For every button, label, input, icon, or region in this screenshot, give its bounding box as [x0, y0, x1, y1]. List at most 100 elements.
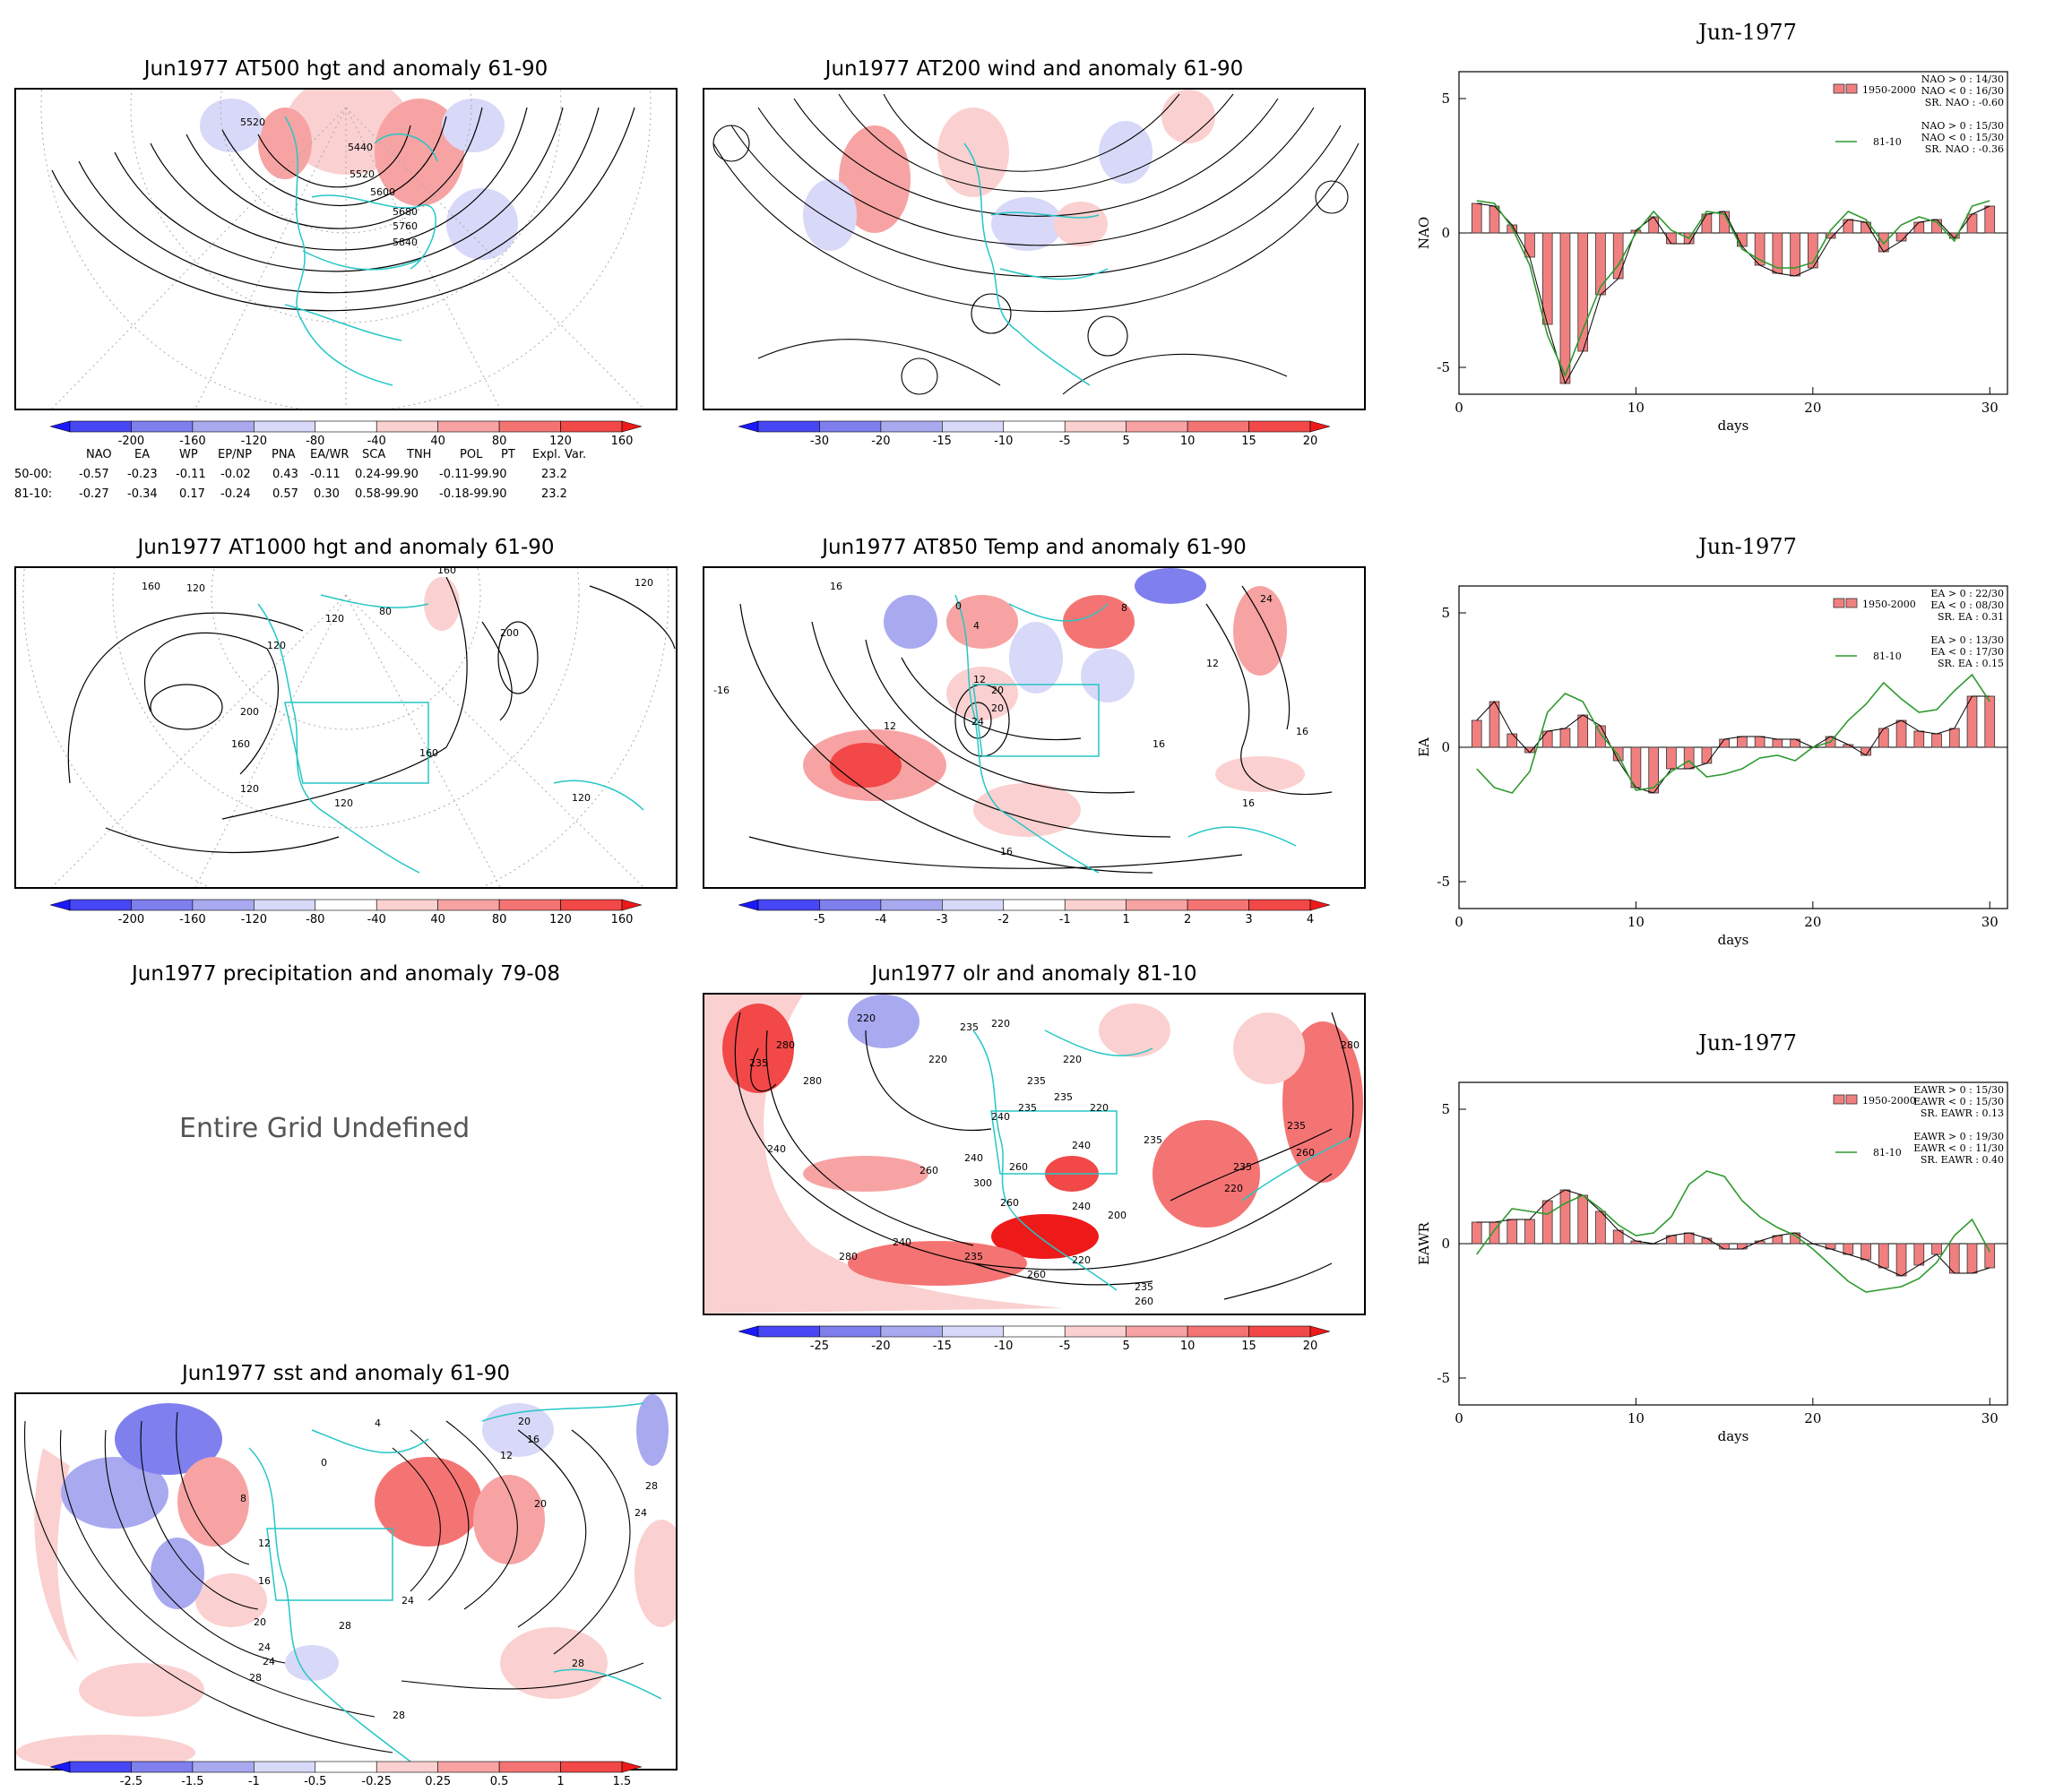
colorbar-tick-label: -1 — [1059, 913, 1071, 926]
legend-bar-swatch — [1845, 598, 1858, 608]
at850-contour-label: 16 — [1000, 846, 1013, 857]
colorbar-swatch — [192, 1761, 255, 1773]
colorbar-swatch — [1064, 899, 1127, 911]
x-tick-label: 30 — [1981, 914, 1999, 930]
index-cell: -0.11-99.90 — [439, 468, 507, 481]
at850-contour-label: 20 — [991, 685, 1004, 696]
colorbar-tick-label: 40 — [430, 435, 445, 448]
legend-stat-line: EAWR < 0 : 11/30 — [1913, 1142, 2004, 1154]
line-81-10 — [1476, 1170, 1990, 1293]
at1000-title: Jun1977 AT1000 hgt and anomaly 61-90 — [137, 536, 555, 559]
olr-contour-label: 220 — [1090, 1102, 1109, 1114]
colorbar-swatch — [560, 1761, 623, 1773]
x-tick-label: 30 — [1981, 400, 1999, 416]
at850-colorbar: -5-4-3-2-112345 — [738, 899, 1330, 926]
at850-contour-label: 20 — [991, 702, 1004, 714]
at500-graticule — [40, 90, 652, 409]
colorbar-arrow-low — [50, 1761, 71, 1773]
nao-chart-title: Jun-1977 — [1698, 20, 1797, 45]
colorbar-tick-label: -200 — [118, 435, 145, 448]
colorbar-swatch — [1126, 420, 1188, 433]
colorbar-swatch — [254, 899, 316, 911]
colorbar-swatch — [1064, 420, 1127, 433]
colorbar-tick-label: 80 — [492, 435, 507, 448]
colorbar-swatch — [69, 1761, 132, 1773]
olr-map-canvas: 235 220 280 235 220 220 235 220 240 280 … — [704, 995, 1363, 1314]
nao-chart: 5 0 -5 0 10 20 30 days NAO 1950-2000 81-10 NAO > 0 … — [1416, 71, 2008, 434]
legend-stat-bar: EA > 0 : 22/30 — [1930, 588, 2004, 599]
x-axis-label: days — [1718, 1428, 1749, 1444]
bar-1950-2000 — [1507, 1219, 1518, 1245]
line-81-10 — [1476, 200, 1990, 378]
at1000-contour-label: 120 — [240, 783, 259, 795]
at850-contour-label: 0 — [955, 600, 962, 612]
colorbar-tick-label: 0.5 — [490, 1775, 509, 1788]
at1000-contour-label: 120 — [635, 577, 653, 589]
y-tick-label: -5 — [1437, 1370, 1450, 1386]
index-cell: -0.27 — [79, 487, 109, 501]
index-row-label: 81-10: — [14, 487, 53, 501]
colorbar-swatch — [69, 899, 132, 911]
colorbar-tick-label: -3 — [937, 913, 948, 926]
legend-bar-label: 1950-2000 — [1862, 84, 1916, 96]
sst-contour-label: 16 — [258, 1575, 271, 1587]
y-axis-label: EAWR — [1416, 1221, 1432, 1265]
bar-1950-2000 — [1559, 728, 1571, 748]
colorbar-tick-label: -1.5 — [181, 1775, 203, 1788]
at200-coastlines — [963, 142, 1109, 386]
colorbar-tick-label: -40 — [367, 435, 386, 448]
index-row-label: 50-00: — [14, 468, 53, 481]
colorbar-swatch — [498, 420, 561, 433]
olr-contour-label: 220 — [928, 1054, 947, 1065]
legend-stat-line: SR. NAO : -0.36 — [1925, 143, 2004, 155]
x-tick-label: 0 — [1455, 914, 1463, 930]
colorbar-swatch — [1126, 899, 1188, 911]
olr-contour-label: 240 — [767, 1143, 786, 1155]
olr-contour-label: 280 — [839, 1251, 858, 1262]
index-cell: 0.17 — [179, 487, 205, 501]
index-cell: 0.57 — [272, 487, 298, 501]
at500-contour-label: 5840 — [393, 237, 418, 248]
colorbar-tick-label: -160 — [179, 435, 206, 448]
colorbar-tick-label: 4 — [1307, 913, 1314, 926]
colorbar-tick-label: 1.5 — [613, 1775, 632, 1788]
colorbar-tick-label: 120 — [549, 913, 572, 926]
bar-1950-2000 — [1648, 746, 1659, 794]
at1000-contour-label: 200 — [240, 706, 259, 718]
precip-undefined-message: Entire Grid Undefined — [179, 1113, 471, 1144]
line-81-10 — [1476, 673, 1990, 794]
olr-contour-label: 260 — [919, 1165, 938, 1176]
bar-1950-2000 — [1966, 1243, 1978, 1274]
index-cell: -0.02 — [220, 468, 251, 481]
y-tick-label: -5 — [1437, 359, 1450, 375]
bar-1950-2000 — [1701, 746, 1713, 764]
olr-contour-label: 200 — [1108, 1210, 1127, 1221]
colorbar-tick-label: -1 — [248, 1775, 260, 1788]
legend-bar-swatch — [1845, 1094, 1858, 1105]
y-axis-label: EA — [1416, 737, 1432, 757]
colorbar-swatch — [819, 899, 882, 911]
legend-bar-swatch — [1845, 83, 1858, 94]
colorbar-swatch — [376, 420, 438, 433]
at500-coastlines — [284, 116, 438, 386]
bar-1950-2000 — [1931, 1243, 1942, 1255]
bar-1950-2000 — [1577, 714, 1589, 748]
legend-bar-swatch — [1833, 598, 1845, 608]
colorbar-swatch — [757, 420, 820, 433]
at1000-contour-label: 120 — [325, 613, 344, 625]
colorbar-tick-label: -2 — [997, 913, 1009, 926]
bar-1950-2000 — [1630, 746, 1642, 788]
olr-contour-label: 235 — [1144, 1134, 1162, 1146]
line-1950-2000 — [1476, 695, 1990, 794]
colorbar-tick-label: 10 — [1180, 435, 1196, 448]
at850-contour-label: 8 — [1121, 602, 1127, 614]
olr-contour-label: 280 — [1341, 1039, 1360, 1051]
bar-1950-2000 — [1878, 728, 1889, 748]
colorbar-swatch — [376, 899, 438, 911]
bar-1950-2000 — [1966, 213, 1978, 234]
colorbar-swatch — [880, 899, 943, 911]
bar-1950-2000 — [1683, 746, 1695, 770]
olr-contour-label: 235 — [1233, 1161, 1252, 1173]
at500-anomaly-shading — [200, 90, 518, 260]
colorbar-tick-label: -20 — [871, 435, 890, 448]
